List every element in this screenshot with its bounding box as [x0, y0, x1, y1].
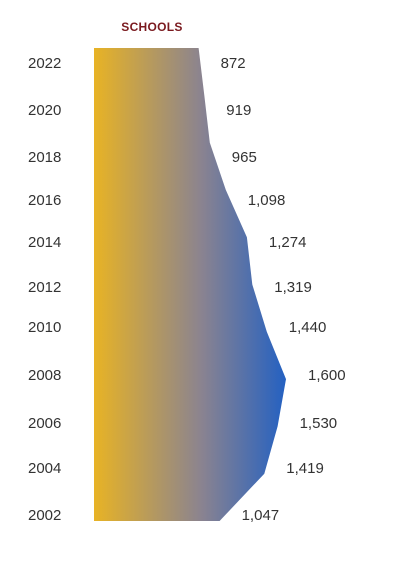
chart-title: SCHOOLS	[121, 20, 182, 34]
year-label: 2012	[28, 279, 61, 296]
value-label: 919	[226, 102, 251, 119]
value-label: 1,319	[274, 279, 312, 296]
value-label: 1,047	[242, 507, 280, 524]
year-label: 2004	[28, 460, 61, 477]
year-label: 2020	[28, 102, 61, 119]
year-label: 2016	[28, 192, 61, 209]
value-label: 1,274	[269, 234, 307, 251]
year-label: 2008	[28, 367, 61, 384]
value-label: 1,530	[300, 415, 338, 432]
value-label: 1,440	[289, 319, 327, 336]
year-label: 2014	[28, 234, 61, 251]
year-labels: 2022 2020 2018 2016 2014 2012 2010 2008 2006 2004…	[28, 55, 61, 524]
value-labels: 872 919 965 1,098 1,274 1,319 1,440 1,600 1,530 1…	[221, 55, 346, 524]
year-label: 2018	[28, 149, 61, 166]
value-label: 965	[232, 149, 257, 166]
value-label: 1,600	[308, 367, 346, 384]
value-label: 1,098	[248, 192, 286, 209]
year-label: 2006	[28, 415, 61, 432]
year-label: 2022	[28, 55, 61, 72]
schools-area	[94, 48, 286, 521]
value-label: 872	[221, 55, 246, 72]
year-label: 2002	[28, 507, 61, 524]
year-label: 2010	[28, 319, 61, 336]
area-layer	[94, 48, 286, 521]
value-label: 1,419	[286, 460, 324, 477]
